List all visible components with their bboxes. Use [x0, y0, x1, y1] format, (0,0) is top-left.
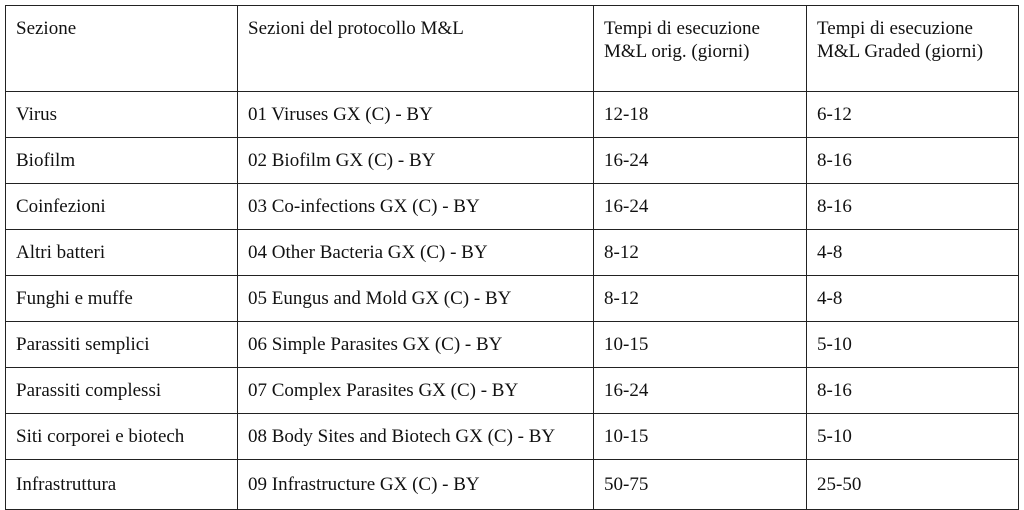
table-row: Siti corporei e biotech 08 Body Sites and…: [5, 413, 1019, 460]
table-row: Infrastruttura 09 Infrastructure GX (C) -…: [5, 459, 1019, 510]
table-cell: Altri batteri: [5, 229, 238, 276]
table-cell: 8-12: [593, 275, 807, 322]
table-cell: 06 Simple Parasites GX (C) - BY: [237, 321, 594, 368]
table-row: Parassiti complessi 07 Complex Parasites …: [5, 367, 1019, 414]
table-cell: Parassiti semplici: [5, 321, 238, 368]
table-cell: 16-24: [593, 137, 807, 184]
table-cell: 12-18: [593, 91, 807, 138]
table-row: Biofilm 02 Biofilm GX (C) - BY 16-24 8-16: [5, 137, 1019, 184]
header-row: Sezione Sezioni del protocollo M&L Tempi d…: [5, 5, 1019, 92]
table-cell: 09 Infrastructure GX (C) - BY: [237, 459, 594, 510]
table-cell: 16-24: [593, 367, 807, 414]
table-cell: 01 Viruses GX (C) - BY: [237, 91, 594, 138]
table-cell: Coinfezioni: [5, 183, 238, 230]
table-cell: 16-24: [593, 183, 807, 230]
table-row: Parassiti semplici 06 Simple Parasites GX…: [5, 321, 1019, 368]
table-cell: 50-75: [593, 459, 807, 510]
table-row: Altri batteri 04 Other Bacteria GX (C) - …: [5, 229, 1019, 276]
table-row: Virus 01 Viruses GX (C) - BY 12-18 6-12: [5, 91, 1019, 138]
table-cell: Parassiti complessi: [5, 367, 238, 414]
data-table: Sezione Sezioni del protocollo M&L Tempi d…: [5, 5, 1019, 510]
table-cell: 4-8: [806, 275, 1019, 322]
header-cell: Tempi di esecuzione M&L Graded (giorni): [806, 5, 1019, 92]
table-cell: 05 Eungus and Mold GX (C) - BY: [237, 275, 594, 322]
table-cell: 8-16: [806, 367, 1019, 414]
table-cell: Funghi e muffe: [5, 275, 238, 322]
table-cell: 08 Body Sites and Biotech GX (C) - BY: [237, 413, 594, 460]
table-cell: Virus: [5, 91, 238, 138]
table-cell: 8-12: [593, 229, 807, 276]
table-cell: 07 Complex Parasites GX (C) - BY: [237, 367, 594, 414]
table-cell: 8-16: [806, 137, 1019, 184]
table-row: Coinfezioni 03 Co-infections GX (C) - BY 1…: [5, 183, 1019, 230]
table-cell: 04 Other Bacteria GX (C) - BY: [237, 229, 594, 276]
table-cell: 10-15: [593, 321, 807, 368]
table-cell: 10-15: [593, 413, 807, 460]
table-cell: 8-16: [806, 183, 1019, 230]
table-cell: 6-12: [806, 91, 1019, 138]
header-cell: Sezioni del protocollo M&L: [237, 5, 594, 92]
header-cell: Tempi di esecuzione M&L orig. (giorni): [593, 5, 807, 92]
table-cell: 03 Co-infections GX (C) - BY: [237, 183, 594, 230]
header-cell: Sezione: [5, 5, 238, 92]
table-cell: 02 Biofilm GX (C) - BY: [237, 137, 594, 184]
table-cell: Siti corporei e biotech: [5, 413, 238, 460]
table-cell: 25-50: [806, 459, 1019, 510]
table-body: Sezione Sezioni del protocollo M&L Tempi d…: [5, 5, 1019, 510]
table-cell: 4-8: [806, 229, 1019, 276]
table-cell: 5-10: [806, 321, 1019, 368]
table-cell: Biofilm: [5, 137, 238, 184]
table-cell: Infrastruttura: [5, 459, 238, 510]
table-row: Funghi e muffe 05 Eungus and Mold GX (C) …: [5, 275, 1019, 322]
table-cell: 5-10: [806, 413, 1019, 460]
